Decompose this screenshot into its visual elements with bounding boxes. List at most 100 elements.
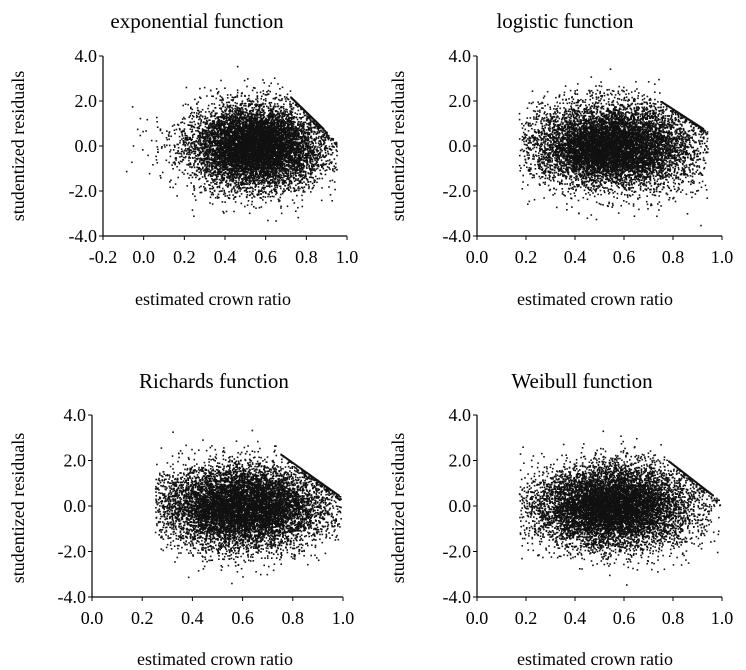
scatter-point xyxy=(212,186,214,188)
scatter-point xyxy=(204,87,206,89)
chart-panel-exponential: exponential function studentized residua… xyxy=(8,9,358,309)
scatter-point xyxy=(195,130,197,132)
scatter-point xyxy=(227,166,229,168)
scatter-point xyxy=(299,117,301,119)
scatter-point xyxy=(219,191,221,193)
scatter-point xyxy=(261,183,263,185)
scatter-point xyxy=(219,182,221,184)
scatter-point xyxy=(274,77,276,79)
y-tick-label: -2.0 xyxy=(69,181,98,201)
scatter-point xyxy=(251,204,253,206)
scatter-point xyxy=(140,135,142,137)
y-tick-label: 2.0 xyxy=(75,91,98,111)
scatter-point xyxy=(288,189,290,191)
scatter-point xyxy=(196,112,198,114)
x-tick-label: 0.8 xyxy=(295,247,318,267)
scatter-point xyxy=(272,196,274,198)
scatter-point xyxy=(279,174,281,176)
scatter-point xyxy=(200,186,202,188)
scatter-point xyxy=(208,111,210,113)
scatter-point xyxy=(231,190,233,192)
scatter-point xyxy=(293,107,295,109)
scatter-point xyxy=(211,194,213,196)
scatter-point xyxy=(289,101,291,103)
scatter-point xyxy=(204,130,206,132)
chart-title: exponential function xyxy=(110,9,284,33)
scatter-point xyxy=(302,206,304,208)
scatter-point xyxy=(237,95,239,97)
scatter-point xyxy=(133,145,135,147)
scatter-point xyxy=(172,125,174,127)
y-tick-label: 4.0 xyxy=(75,46,98,66)
scatter-point xyxy=(198,172,200,174)
scatter-point xyxy=(212,110,214,112)
scatter-point xyxy=(166,137,168,139)
scatter-point xyxy=(297,188,299,190)
scatter-point xyxy=(286,97,288,99)
scatter-point xyxy=(253,195,255,197)
scatter-point xyxy=(236,103,238,105)
scatter-point xyxy=(303,181,305,183)
scatter-point xyxy=(285,182,287,184)
scatter-point xyxy=(328,186,330,188)
scatter-point xyxy=(229,112,231,114)
scatter-point xyxy=(189,115,191,117)
scatter-point xyxy=(263,82,265,84)
scatter-point xyxy=(209,191,211,193)
scatter-point xyxy=(251,197,253,199)
scatter-point xyxy=(276,187,278,189)
scatter-point xyxy=(157,146,159,148)
scatter-point xyxy=(167,139,169,141)
scatter-point xyxy=(310,191,312,193)
scatter-point xyxy=(216,98,218,100)
scatter-point xyxy=(225,185,227,187)
scatter-point xyxy=(207,117,209,119)
scatter-point xyxy=(301,182,303,184)
scatter-point xyxy=(319,156,321,158)
scatter-point xyxy=(206,127,208,129)
scatter-point xyxy=(211,157,213,159)
scatter-point xyxy=(244,187,246,189)
scatter-point xyxy=(232,97,234,99)
scatter-point xyxy=(298,217,300,219)
scatter-point xyxy=(250,182,252,184)
scatter-point xyxy=(306,123,308,125)
scatter-point xyxy=(156,117,158,119)
scatter-point xyxy=(267,196,269,198)
scatter-point xyxy=(164,144,166,146)
scatter-point xyxy=(271,102,273,104)
scatter-point xyxy=(227,195,229,197)
scatter-point xyxy=(290,191,292,193)
x-axis-label: estimated crown ratio xyxy=(135,289,291,309)
scatter-point xyxy=(245,105,247,107)
scatter-point xyxy=(168,162,170,164)
scatter-point xyxy=(225,113,227,115)
scatter-point xyxy=(257,117,259,119)
scatter-point xyxy=(270,104,272,106)
scatter-point xyxy=(270,196,272,198)
scatter-point xyxy=(249,191,251,193)
scatter-point xyxy=(181,148,183,150)
scatter-point xyxy=(162,172,164,174)
scatter-point xyxy=(155,156,157,158)
scatter-point xyxy=(182,135,184,137)
scatter-point xyxy=(232,105,234,107)
scatter-point xyxy=(328,167,330,169)
scatter-point xyxy=(249,213,251,215)
scatter-point xyxy=(225,193,227,195)
scatter-point xyxy=(297,113,299,115)
x-tick-label: 0.6 xyxy=(254,247,277,267)
scatter-point xyxy=(226,211,228,213)
scatter-point xyxy=(247,204,249,206)
scatter-point xyxy=(310,144,312,146)
scatter-point xyxy=(208,129,210,131)
scatter-point xyxy=(238,179,240,181)
scatter-point xyxy=(179,142,181,144)
scatter-point xyxy=(319,147,321,149)
scatter-point xyxy=(202,109,204,111)
scatter-point xyxy=(156,140,158,142)
scatter-point xyxy=(200,124,202,126)
scatter-point xyxy=(321,160,323,162)
scatter-point xyxy=(297,172,299,174)
